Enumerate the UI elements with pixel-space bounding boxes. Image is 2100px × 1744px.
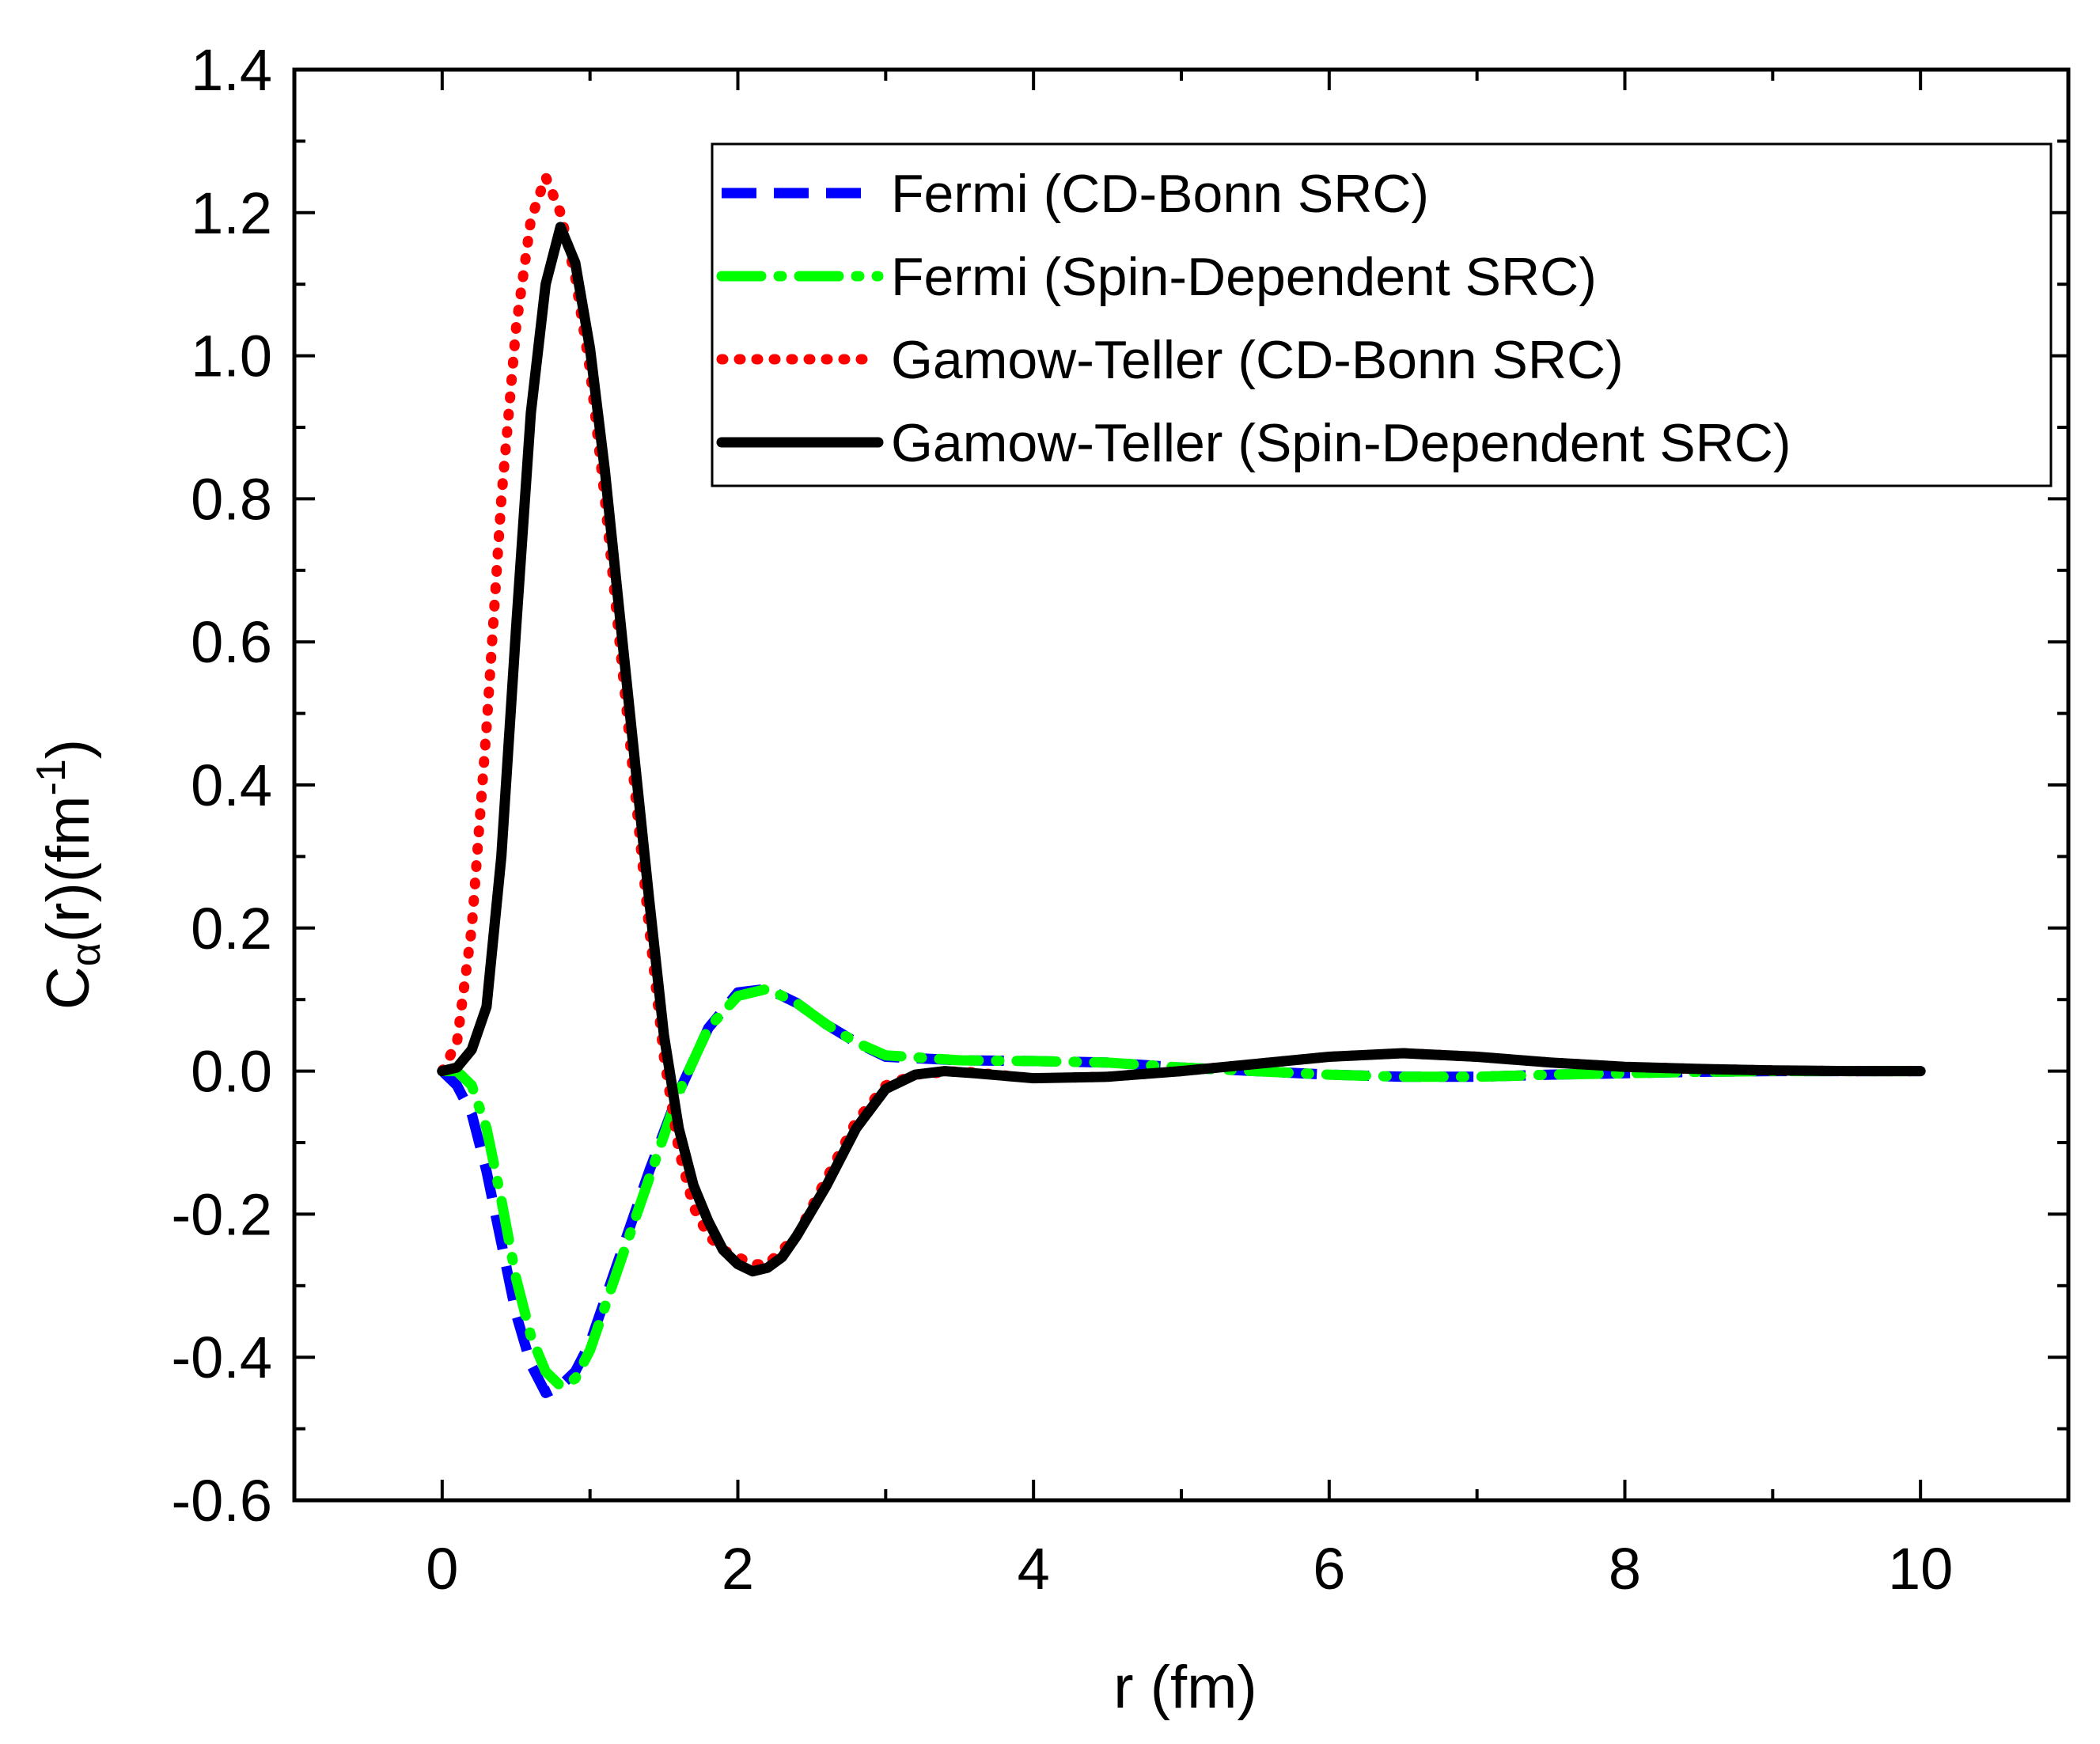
tick-labels: 0 2 4 6 8 10 -0.6 -0.4 -0.2 0.0 0.2 0.4 0.6 0.8 1.0 1.2… xyxy=(171,37,1953,1602)
y-tick-label: 1.2 xyxy=(191,180,272,246)
legend-label-4: Gamow-Teller (Spin-Dependent SRC) xyxy=(891,413,1791,473)
series-line-2 xyxy=(437,984,1926,1391)
x-tick-label: 6 xyxy=(1313,1536,1345,1602)
y-tick-label: 0.2 xyxy=(191,896,272,961)
y-axis-title-base: C xyxy=(35,966,102,1010)
y-tick-label: 0.6 xyxy=(191,609,272,675)
axis-ticks xyxy=(293,68,2070,1502)
y-axis-title-end: ) xyxy=(35,739,102,759)
legend: Fermi (CD-Bonn SRC) Fermi (Spin-Dependent… xyxy=(711,142,2053,487)
y-axis-title-sub: α xyxy=(63,942,109,966)
y-tick-label: 0.4 xyxy=(191,753,272,818)
x-tick-label: 4 xyxy=(1018,1536,1050,1602)
legend-label-3: Gamow-Teller (CD-Bonn SRC) xyxy=(891,330,1624,390)
x-tick-label: 8 xyxy=(1609,1536,1641,1602)
y-tick-label: -0.6 xyxy=(171,1468,272,1534)
legend-box xyxy=(711,142,2053,487)
y-axis-title-sup: -1 xyxy=(28,759,74,795)
y-axis-title: Cα(r)(fm-1) xyxy=(28,739,109,1010)
y-tick-label: 1.0 xyxy=(191,324,272,389)
y-tick-label: 0.8 xyxy=(191,466,272,532)
y-tick-label: -0.2 xyxy=(171,1181,272,1247)
y-tick-label: -0.4 xyxy=(171,1325,272,1390)
legend-label-2: Fermi (Spin-Dependent SRC) xyxy=(891,247,1597,307)
x-tick-label: 0 xyxy=(426,1536,458,1602)
legend-label-1: Fermi (CD-Bonn SRC) xyxy=(891,164,1429,224)
y-tick-label: 0.0 xyxy=(191,1039,272,1105)
series-line-3 xyxy=(437,172,1926,1270)
x-tick-label: 10 xyxy=(1888,1536,1953,1602)
x-axis-title: r (fm) xyxy=(1113,1654,1257,1721)
y-axis-title-mid: (r)(fm xyxy=(35,795,102,942)
x-tick-label: 2 xyxy=(722,1536,754,1602)
series-layer xyxy=(437,172,1926,1398)
series-line-4 xyxy=(437,222,1926,1277)
y-tick-label: 1.4 xyxy=(191,37,272,103)
